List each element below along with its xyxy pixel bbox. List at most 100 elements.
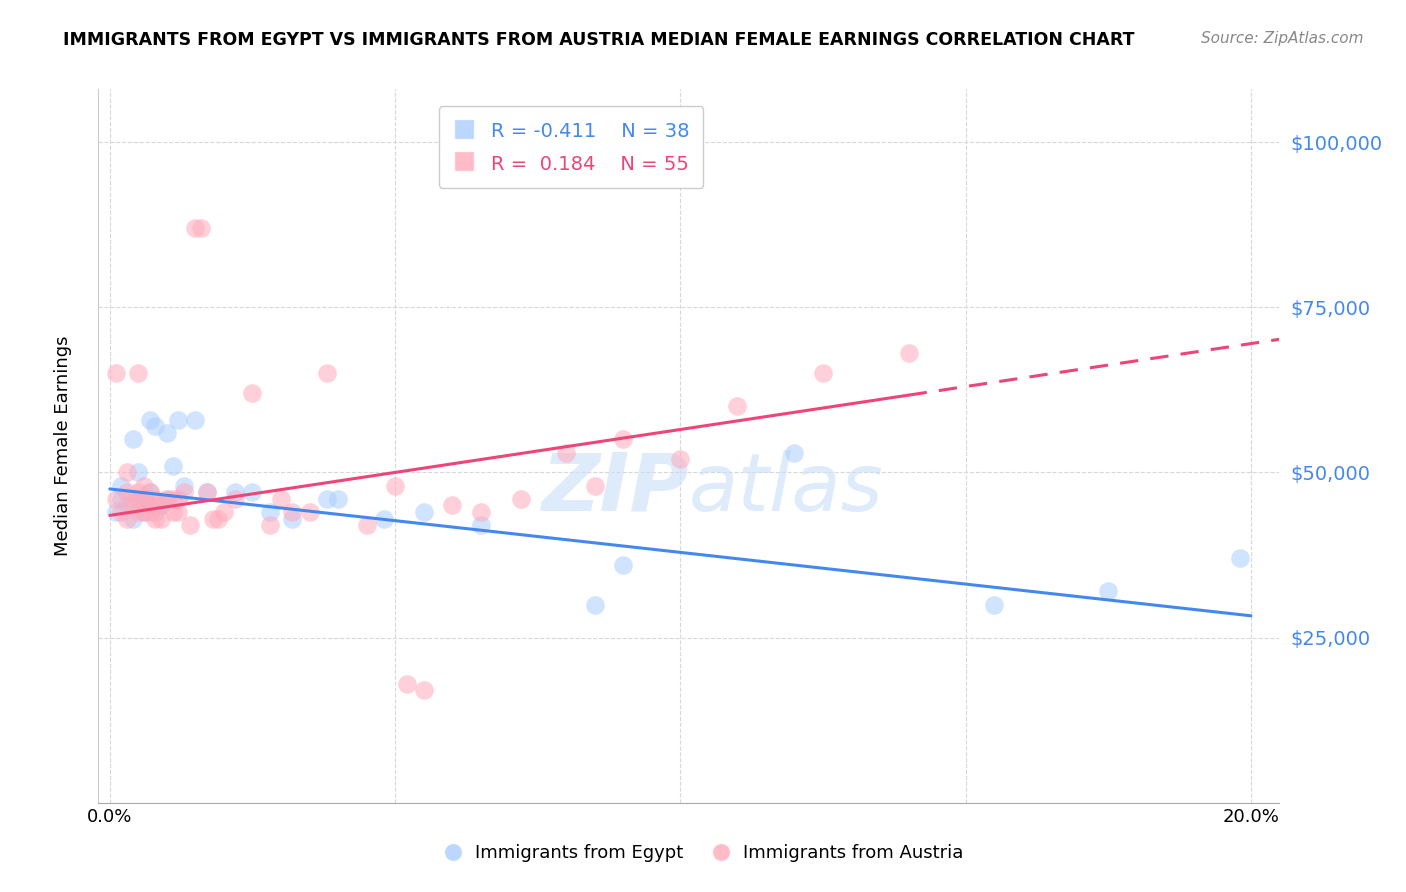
Point <box>132 478 155 492</box>
Point <box>132 505 155 519</box>
Point <box>298 505 321 519</box>
Point <box>139 412 162 426</box>
Point <box>127 491 149 506</box>
Point <box>612 558 634 572</box>
Point <box>184 221 207 235</box>
Point <box>212 505 235 519</box>
Legend: R = -0.411    N = 38, R =  0.184    N = 55: R = -0.411 N = 38, R = 0.184 N = 55 <box>439 106 703 188</box>
Point <box>115 485 138 500</box>
Point <box>201 511 224 525</box>
Point <box>162 505 184 519</box>
Point <box>470 505 492 519</box>
Point <box>259 505 281 519</box>
Point <box>412 505 434 519</box>
Point <box>315 367 337 381</box>
Point <box>281 511 304 525</box>
Point <box>127 485 149 500</box>
Point <box>356 518 378 533</box>
Y-axis label: Median Female Earnings: Median Female Earnings <box>53 335 72 557</box>
Point <box>184 412 207 426</box>
Point <box>783 445 806 459</box>
Point <box>725 400 748 414</box>
Point <box>150 499 173 513</box>
Point <box>121 511 143 525</box>
Point <box>110 505 132 519</box>
Point <box>983 598 1005 612</box>
Point <box>145 419 167 434</box>
Point <box>173 478 195 492</box>
Point <box>139 499 162 513</box>
Point <box>669 452 692 467</box>
Text: atlas: atlas <box>689 450 884 528</box>
Point <box>441 499 464 513</box>
Point <box>127 367 149 381</box>
Point <box>115 499 138 513</box>
Point <box>156 491 179 506</box>
Point <box>583 598 606 612</box>
Point <box>121 499 143 513</box>
Point <box>162 491 184 506</box>
Point <box>811 367 834 381</box>
Point <box>139 485 162 500</box>
Point <box>224 491 246 506</box>
Point <box>259 518 281 533</box>
Point <box>395 677 418 691</box>
Point <box>1097 584 1119 599</box>
Point <box>145 505 167 519</box>
Point <box>224 485 246 500</box>
Point <box>104 505 127 519</box>
Point <box>384 478 406 492</box>
Point <box>115 511 138 525</box>
Point <box>156 425 179 440</box>
Point <box>270 491 292 506</box>
Point <box>509 491 531 506</box>
Point <box>373 511 395 525</box>
Point <box>167 505 190 519</box>
Point <box>281 505 304 519</box>
Point <box>121 433 143 447</box>
Point <box>190 221 212 235</box>
Point <box>242 386 264 401</box>
Point <box>104 367 127 381</box>
Point <box>104 491 127 506</box>
Point <box>139 505 162 519</box>
Point <box>555 445 578 459</box>
Point <box>132 491 155 506</box>
Point <box>115 466 138 480</box>
Point <box>145 511 167 525</box>
Point <box>612 433 634 447</box>
Point <box>315 491 337 506</box>
Point <box>132 505 155 519</box>
Point <box>145 491 167 506</box>
Point <box>242 485 264 500</box>
Point <box>195 485 218 500</box>
Point <box>150 499 173 513</box>
Point <box>121 491 143 506</box>
Point <box>412 683 434 698</box>
Point <box>167 412 190 426</box>
Point <box>207 511 229 525</box>
Point <box>127 466 149 480</box>
Point <box>162 458 184 473</box>
Point <box>110 478 132 492</box>
Point <box>110 491 132 506</box>
Point <box>156 491 179 506</box>
Point <box>173 485 195 500</box>
Point <box>139 499 162 513</box>
Point <box>583 478 606 492</box>
Point <box>897 346 920 360</box>
Point <box>132 491 155 506</box>
Point <box>1229 551 1251 566</box>
Point <box>326 491 349 506</box>
Text: Source: ZipAtlas.com: Source: ZipAtlas.com <box>1201 31 1364 46</box>
Point <box>150 511 173 525</box>
Legend: Immigrants from Egypt, Immigrants from Austria: Immigrants from Egypt, Immigrants from A… <box>436 838 970 870</box>
Point <box>139 485 162 500</box>
Point <box>127 505 149 519</box>
Point <box>167 491 190 506</box>
Text: ZIP: ZIP <box>541 450 689 528</box>
Text: IMMIGRANTS FROM EGYPT VS IMMIGRANTS FROM AUSTRIA MEDIAN FEMALE EARNINGS CORRELAT: IMMIGRANTS FROM EGYPT VS IMMIGRANTS FROM… <box>63 31 1135 49</box>
Point <box>179 518 201 533</box>
Point <box>195 485 218 500</box>
Point <box>470 518 492 533</box>
